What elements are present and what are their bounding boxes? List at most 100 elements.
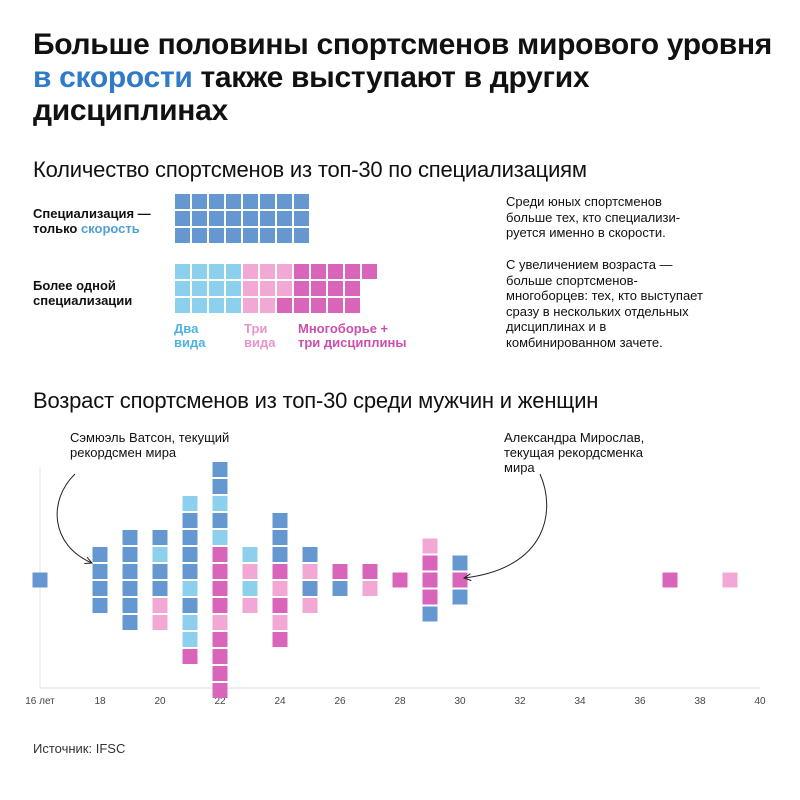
athlete-block <box>212 530 228 545</box>
note-older: С увеличением возраста — больше спортсме… <box>506 257 703 350</box>
type-label-two: Два вида <box>174 322 205 350</box>
waffle-cell <box>175 211 190 226</box>
athlete-block <box>212 666 228 681</box>
waffle-cell <box>243 264 258 279</box>
waffle-cell <box>260 194 275 209</box>
row1-label-highlight: скорость <box>80 221 140 236</box>
title-text-end: также выступают в других дисциплинах <box>33 61 590 127</box>
athlete-block <box>182 615 198 630</box>
waffle-cell <box>192 298 207 313</box>
waffle-cell <box>311 264 326 279</box>
athlete-block <box>452 572 468 588</box>
waffle-cell <box>260 228 275 243</box>
athlete-block <box>122 598 138 613</box>
athlete-block <box>662 572 678 588</box>
waffle-cell <box>362 264 377 279</box>
athlete-block <box>332 564 348 579</box>
waffle-cell <box>260 281 275 296</box>
waffle-cell <box>243 194 258 209</box>
waffle-cell <box>192 264 207 279</box>
athlete-block <box>392 572 408 588</box>
athlete-block <box>212 496 228 511</box>
type-label-combined-line1: Многоборье + <box>298 321 389 336</box>
athlete-block <box>182 530 198 545</box>
waffle-cell <box>277 228 292 243</box>
note-young: Среди юных спортсменов больше тех, кто с… <box>506 194 681 240</box>
row1-label-line2: только скорость <box>33 221 151 236</box>
x-tick-label: 26 <box>334 696 346 707</box>
athlete-block <box>92 581 108 596</box>
athlete-block <box>212 462 228 477</box>
athlete-block <box>152 615 168 630</box>
x-tick-label: 30 <box>454 696 466 707</box>
athlete-block <box>122 615 138 630</box>
athlete-block <box>182 581 198 596</box>
waffle-cell <box>192 211 207 226</box>
waffle-cell <box>294 228 309 243</box>
waffle-cell <box>328 298 343 313</box>
athlete-block <box>152 530 168 545</box>
waffle-cell <box>175 228 190 243</box>
waffle-cell <box>260 298 275 313</box>
waffle-cell <box>277 298 292 313</box>
x-tick-label: 22 <box>214 696 226 707</box>
athlete-block <box>212 479 228 494</box>
waffle-cell <box>311 281 326 296</box>
waffle-cell <box>243 228 258 243</box>
waffle-cell <box>209 211 224 226</box>
waffle-cell <box>294 211 309 226</box>
athlete-block <box>182 564 198 579</box>
row2-label-line2: специализации <box>33 293 133 308</box>
annotation-arrow-watson <box>56 473 92 563</box>
waffle-cell <box>345 298 360 313</box>
waffle-cell <box>311 298 326 313</box>
source-note: Источник: IFSC <box>33 741 126 756</box>
athlete-block <box>302 564 318 579</box>
waffle-cell <box>226 298 241 313</box>
waffle-cell <box>345 281 360 296</box>
waffle-cell <box>277 211 292 226</box>
waffle-cell <box>192 228 207 243</box>
waffle-cell <box>277 281 292 296</box>
athlete-block <box>212 564 228 579</box>
athlete-block <box>122 564 138 579</box>
waffle-cell <box>294 194 309 209</box>
waffle-cell <box>175 264 190 279</box>
athlete-block <box>32 572 48 588</box>
athlete-block <box>152 564 168 579</box>
athlete-block <box>122 547 138 562</box>
waffle-cell <box>294 264 309 279</box>
waffle-cell <box>260 264 275 279</box>
athlete-block <box>92 598 108 613</box>
row2-label: Более одной специализации <box>33 278 132 308</box>
athlete-block <box>212 632 228 647</box>
waffle-cell <box>345 264 360 279</box>
waffle-cell <box>209 264 224 279</box>
athlete-block <box>722 572 738 588</box>
section2-title: Возраст спортсменов из топ-30 среди мужч… <box>33 388 599 413</box>
x-tick-label: 34 <box>574 696 586 707</box>
waffle-cell <box>277 264 292 279</box>
athlete-block <box>242 581 258 596</box>
athlete-block <box>212 547 228 562</box>
athlete-block <box>182 632 198 647</box>
waffle-cell <box>209 228 224 243</box>
waffle-cell <box>226 228 241 243</box>
type-label-combined: Многоборье + три дисциплины <box>298 322 406 350</box>
x-tick-label: 36 <box>634 696 646 707</box>
title-text-start: Больше половины спортсменов мирового уро… <box>33 28 772 61</box>
athlete-block <box>422 555 438 571</box>
athlete-block <box>332 581 348 596</box>
row1-label-prefix: только <box>33 221 81 236</box>
athlete-block <box>272 547 288 562</box>
annotation-watson: Сэмюэль Ватсон, текущий рекордсмен мира <box>70 430 230 460</box>
x-tick-label: 16 лет <box>25 696 55 707</box>
waffle-cell <box>175 194 190 209</box>
waffle-cell <box>226 211 241 226</box>
x-tick-label: 28 <box>394 696 406 707</box>
row1-label: Специализация — только скорость <box>33 206 151 236</box>
athlete-block <box>212 581 228 596</box>
title-highlight: в скорости <box>33 61 193 94</box>
athlete-block <box>272 581 288 596</box>
chart-title: Больше половины спортсменов мирового уро… <box>33 28 773 127</box>
